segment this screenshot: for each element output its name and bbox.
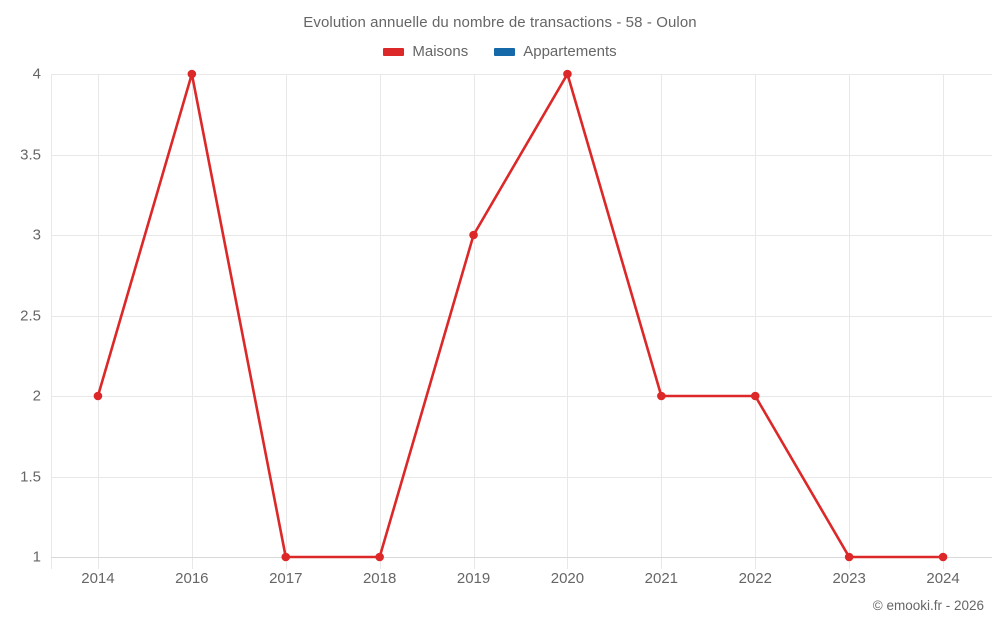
- legend-item-appartements[interactable]: Appartements: [494, 43, 617, 60]
- gridlines: [51, 74, 992, 569]
- data-point[interactable]: [187, 69, 197, 79]
- x-axis-tick-label: 2016: [175, 570, 209, 587]
- y-axis-tick-label: 3.5: [20, 146, 41, 163]
- data-point[interactable]: [657, 391, 666, 401]
- data-point[interactable]: [750, 391, 760, 401]
- y-axis-tick-label: 3: [32, 226, 41, 244]
- x-axis-tick-label: 2024: [926, 570, 960, 587]
- legend-item-maisons[interactable]: Maisons: [383, 44, 468, 59]
- y-axis-tick-label: 4: [32, 65, 41, 83]
- data-point[interactable]: [563, 69, 572, 79]
- y-axis-tick-label: 2: [32, 387, 41, 405]
- data-point[interactable]: [469, 230, 478, 240]
- legend-label-appartements: Appartements: [523, 43, 617, 60]
- data-point[interactable]: [281, 552, 291, 562]
- legend-label-maisons: Maisons: [412, 43, 469, 60]
- legend-swatch-appartements: [494, 47, 516, 56]
- x-axis-tick-label: 2020: [550, 570, 585, 587]
- y-axis-tick-label: 2.5: [20, 307, 41, 324]
- x-axis-tick-label: 2019: [456, 570, 491, 587]
- series-line-maisons: [96, 72, 945, 559]
- x-axis-tick-label: 2018: [362, 570, 397, 587]
- chart-legend: Maisons Appartements: [0, 44, 1000, 59]
- x-axis-tick-label: 2022: [738, 570, 772, 587]
- x-axis-tick-label: 2021: [644, 570, 679, 587]
- series-maisons: [93, 69, 948, 562]
- y-axis-tick-label: 1: [32, 548, 41, 566]
- legend-swatch-maisons: [383, 47, 405, 56]
- data-point[interactable]: [844, 552, 854, 562]
- data-point[interactable]: [938, 552, 948, 562]
- chart-title: Evolution annuelle du nombre de transact…: [303, 14, 697, 31]
- data-point[interactable]: [375, 552, 384, 562]
- x-axis-tick-label: 2017: [269, 570, 303, 587]
- y-axis-tick-label: 1.5: [20, 468, 41, 485]
- x-axis-tick-label: 2014: [81, 570, 115, 587]
- chart-credit: © emooki.fr - 2026: [872, 598, 984, 613]
- x-axis-tick-label: 2023: [832, 570, 866, 587]
- data-point[interactable]: [93, 391, 103, 401]
